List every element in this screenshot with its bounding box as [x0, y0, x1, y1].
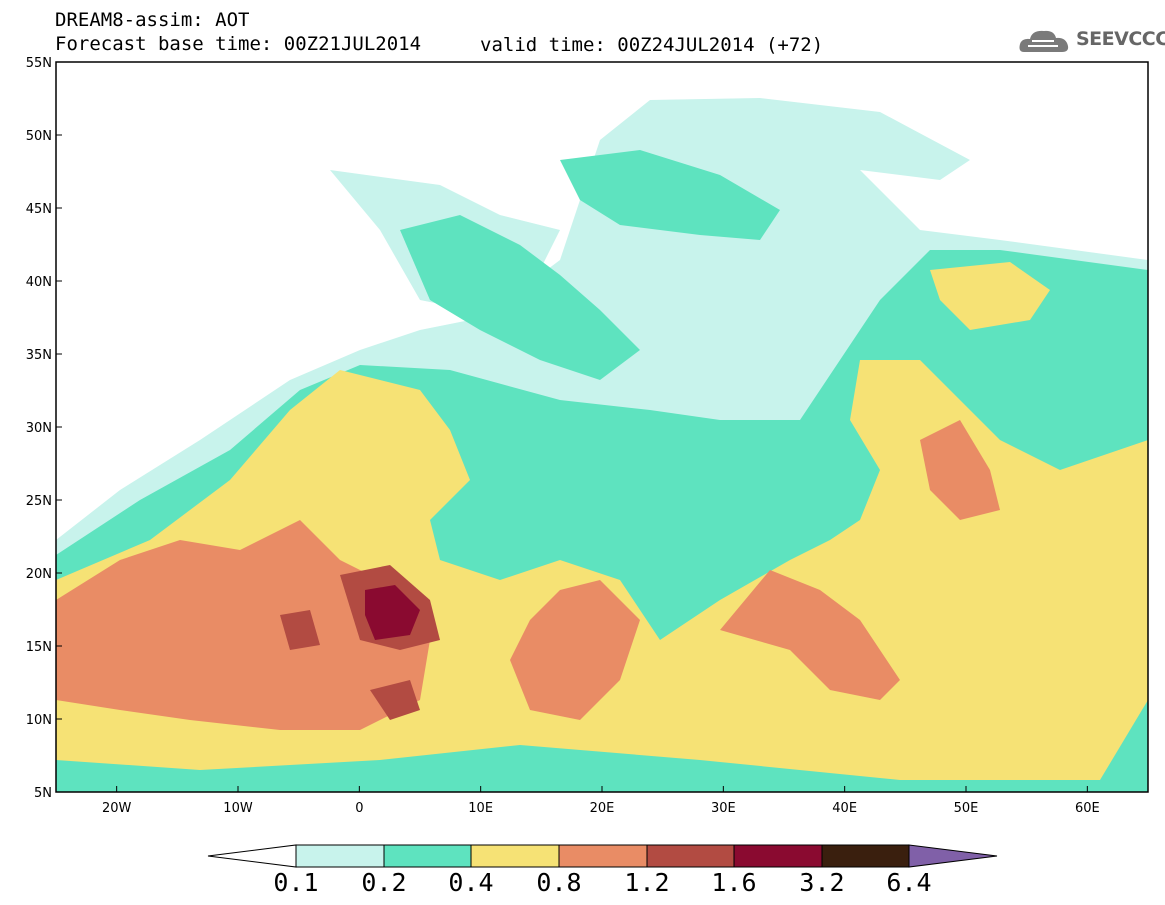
colorbar-label: 0.8	[536, 868, 582, 897]
lat-tick-label: 30N	[26, 421, 52, 436]
colorbar-label: 1.2	[624, 868, 670, 897]
colorbar-box-2	[383, 844, 472, 868]
colorbar-label: 1.6	[711, 868, 757, 897]
colorbar-box-1	[295, 844, 385, 868]
colorbar-high-arrow	[908, 844, 998, 868]
lon-tick-label: 60E	[1075, 801, 1100, 816]
aot-contours	[56, 98, 1148, 792]
lat-tick-label: 45N	[26, 202, 52, 217]
colorbar-box-3	[470, 844, 560, 868]
contour-c3b	[930, 262, 1050, 330]
lon-tick-label: 20E	[590, 801, 615, 816]
lat-tick-label: 55N	[26, 56, 52, 71]
lon-tick-label: 20W	[102, 801, 132, 816]
forecast-base-time: Forecast base time: 00Z21JUL2014	[55, 33, 422, 55]
contour-c4c	[720, 570, 900, 700]
colorbar-label: 0.2	[361, 868, 407, 897]
lat-tick-label: 20N	[26, 567, 52, 582]
contour-c5b	[370, 680, 420, 720]
colorbar-label: 0.1	[273, 868, 319, 897]
valid-time: valid time: 00Z24JUL2014 (+72)	[480, 34, 824, 56]
contour-c2c	[560, 150, 780, 240]
contour-c5c	[280, 610, 320, 650]
map-title: DREAM8-assim: AOT	[55, 9, 250, 31]
contour-c6	[365, 585, 420, 640]
lon-tick-label: 30E	[711, 801, 736, 816]
lon-tick-labels: 20W 10W 0 10E 20E 30E 40E 50E 60E	[102, 786, 1100, 816]
lat-tick-label: 10N	[26, 713, 52, 728]
logo-text: SEEVCCC	[1076, 28, 1165, 50]
colorbar	[207, 844, 998, 868]
lat-tick-label: 50N	[26, 129, 52, 144]
colorbar-low-arrow	[207, 844, 297, 868]
colorbar-label: 3.2	[799, 868, 845, 897]
lat-tick-label: 25N	[26, 494, 52, 509]
lat-tick-label: 35N	[26, 348, 52, 363]
lat-tick-label: 40N	[26, 275, 52, 290]
lat-tick-label: 5N	[34, 786, 52, 801]
lon-tick-label: 40E	[832, 801, 857, 816]
contour-c2b	[400, 215, 640, 380]
lon-tick-label: 10W	[223, 801, 253, 816]
lat-tick-label: 15N	[26, 640, 52, 655]
cloud-icon	[1019, 30, 1069, 52]
colorbar-label: 6.4	[886, 868, 932, 897]
colorbar-box-6	[733, 844, 823, 868]
lon-tick-label: 50E	[954, 801, 979, 816]
colorbar-box-7	[821, 844, 910, 868]
contour-c4b	[510, 580, 640, 720]
colorbar-box-5	[646, 844, 735, 868]
lon-tick-label: 0	[355, 801, 363, 816]
contour-c4	[56, 520, 430, 730]
lon-tick-label: 10E	[468, 801, 493, 816]
lat-tick-labels: 55N 50N 45N 40N 35N 30N 25N 20N 15N 10N 5N	[26, 56, 62, 801]
contour-c4d	[920, 420, 1000, 520]
colorbar-box-4	[558, 844, 648, 868]
colorbar-label: 0.4	[448, 868, 494, 897]
